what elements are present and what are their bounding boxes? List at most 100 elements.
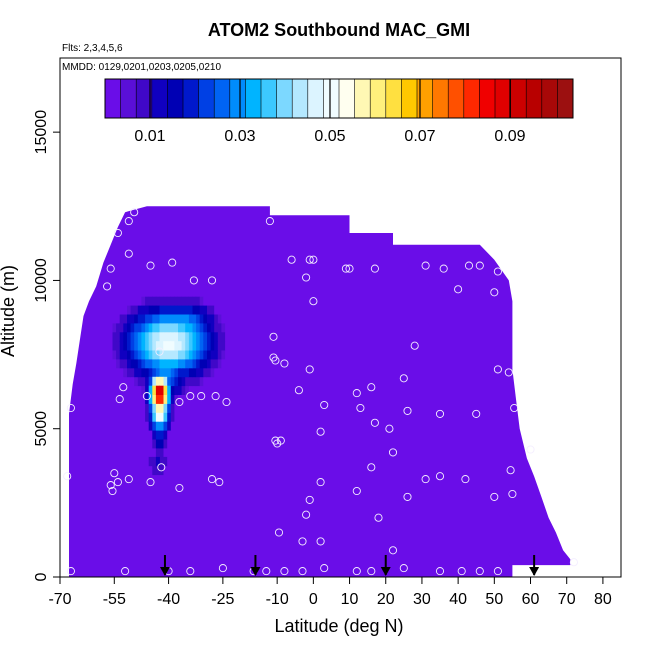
heatmap-cell xyxy=(184,305,189,315)
heatmap-cell xyxy=(213,323,218,333)
heatmap-cell xyxy=(112,350,117,360)
heatmap-cell xyxy=(155,430,160,440)
heatmap-cell xyxy=(188,296,193,306)
heatmap-cell xyxy=(145,341,150,351)
heatmap-cell xyxy=(155,367,160,378)
colorbar-swatch xyxy=(136,79,153,118)
heatmap-cell xyxy=(195,332,200,342)
heatmap-cell xyxy=(152,305,157,315)
heatmap-cell xyxy=(206,350,211,360)
heatmap-cell xyxy=(170,314,175,324)
heatmap-cell xyxy=(199,367,204,378)
heatmap-cell xyxy=(141,367,146,378)
sample-point xyxy=(439,264,448,273)
y-tick-label: 15000 xyxy=(33,110,50,155)
colorbar-tick-label: 0.09 xyxy=(494,128,525,145)
heatmap-cell xyxy=(166,412,171,422)
colorbar-swatch xyxy=(120,79,137,118)
heatmap-cell xyxy=(155,332,160,342)
heatmap-cell xyxy=(174,332,178,342)
heatmap-cell xyxy=(177,314,182,324)
heatmap-cell xyxy=(163,296,168,306)
heatmap-cell xyxy=(159,296,164,306)
sample-point xyxy=(320,400,329,410)
heatmap-cell xyxy=(166,403,171,413)
heatmap-cell xyxy=(145,412,150,422)
sample-point xyxy=(475,261,484,270)
heatmap-cell xyxy=(217,314,222,324)
heatmap-cell xyxy=(199,305,204,315)
heatmap-cell xyxy=(137,332,142,342)
colorbar-swatch xyxy=(151,79,168,118)
heatmap-cell xyxy=(141,385,146,395)
heatmap-cell xyxy=(170,385,175,395)
sample-point xyxy=(367,463,376,472)
sample-point xyxy=(403,492,412,501)
heatmap-cell xyxy=(148,403,153,413)
heatmap-cell xyxy=(192,350,197,360)
sample-point xyxy=(504,368,513,377)
heatmap-cell xyxy=(184,296,189,306)
sample-point xyxy=(130,208,139,217)
heatmap-cell xyxy=(148,296,153,306)
sample-point xyxy=(302,273,311,282)
sample-point xyxy=(66,567,75,576)
heatmap-cell xyxy=(155,412,160,422)
heatmap-cell xyxy=(148,394,153,404)
sample-point xyxy=(316,427,325,436)
heatmap-cell xyxy=(199,376,204,387)
heatmap-cell xyxy=(134,350,139,360)
colorbar-swatch xyxy=(479,79,496,118)
sample-point xyxy=(298,537,307,546)
colorbar-swatch xyxy=(339,79,355,118)
sample-point xyxy=(124,217,133,226)
heatmap-cell xyxy=(130,323,135,333)
heatmap-cell xyxy=(192,296,197,306)
heatmap-cell xyxy=(127,367,131,378)
heatmap-cell xyxy=(203,350,207,360)
sample-point xyxy=(435,409,445,418)
heatmap-cell xyxy=(199,323,204,333)
heatmap-cell xyxy=(155,456,160,467)
heatmap-cell xyxy=(184,323,189,333)
sample-point xyxy=(168,258,177,267)
sample-point xyxy=(367,383,376,392)
y-axis: 0 5000 10000 15000 xyxy=(33,110,60,581)
heatmap-cell xyxy=(159,376,164,387)
heatmap-cell xyxy=(217,350,222,360)
heatmap-cell xyxy=(163,394,168,404)
sample-point xyxy=(367,567,376,576)
sample-point xyxy=(269,332,278,341)
heatmap-cell xyxy=(166,367,171,378)
heatmap-cell xyxy=(123,332,128,342)
heatmap-cell xyxy=(192,305,197,315)
x-tick-label: 20 xyxy=(377,591,395,608)
sample-point xyxy=(493,267,502,276)
heatmap-cell xyxy=(148,341,153,351)
colorbar-frame xyxy=(104,78,574,119)
heatmap-cell xyxy=(163,430,168,440)
sample-point xyxy=(435,472,445,481)
heatmap-cell xyxy=(137,314,142,324)
x-axis-label: Latitude (deg N) xyxy=(274,616,403,636)
heatmap-cell xyxy=(127,314,131,324)
heatmap-cell xyxy=(163,439,168,449)
heatmap-cell xyxy=(206,359,211,369)
sample-point xyxy=(403,406,412,415)
colorbar-swatch xyxy=(541,79,558,118)
heatmap-cell xyxy=(181,376,186,387)
colorbar-swatch xyxy=(463,79,480,118)
colorbar-tick-label: 0.07 xyxy=(404,128,435,145)
heatmap-cell xyxy=(203,314,207,324)
heatmap-cell xyxy=(166,314,171,324)
heatmap-cell xyxy=(155,465,160,476)
heatmap-cell xyxy=(163,421,168,431)
heatmap-cell xyxy=(163,332,168,342)
heatmap-cell xyxy=(148,376,153,387)
sample-point xyxy=(508,489,517,499)
x-tick-label: 0 xyxy=(309,591,318,608)
heatmap-cell xyxy=(152,412,157,422)
sample-point xyxy=(421,261,430,270)
sample-point xyxy=(493,567,502,576)
heatmap-cell xyxy=(123,367,128,378)
